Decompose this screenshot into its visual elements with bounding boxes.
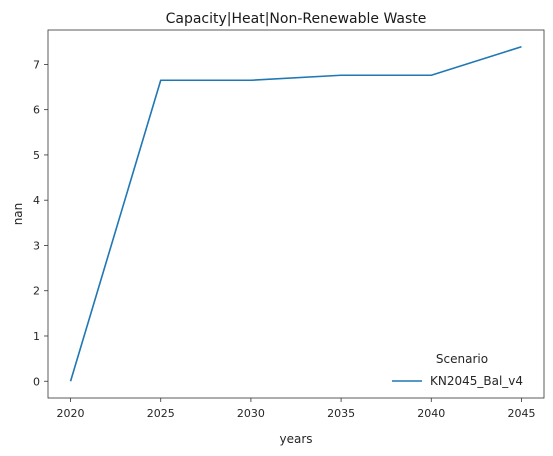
y-axis-label: nan xyxy=(11,203,25,226)
y-tick-label: 6 xyxy=(33,104,40,117)
x-axis-ticks: 2020 2025 2030 2035 2040 2045 xyxy=(57,398,535,420)
y-tick-label: 2 xyxy=(33,285,40,298)
y-axis-ticks: 0 1 2 3 4 5 6 7 xyxy=(33,58,48,388)
x-axis-label: years xyxy=(279,432,312,446)
x-tick-label: 2045 xyxy=(507,407,535,420)
y-tick-label: 3 xyxy=(33,239,40,252)
legend-series-label: KN2045_Bal_v4 xyxy=(430,374,523,388)
plot-frame xyxy=(47,29,545,399)
x-tick-label: 2020 xyxy=(57,407,85,420)
x-tick-label: 2030 xyxy=(237,407,265,420)
y-tick-label: 0 xyxy=(33,375,40,388)
x-tick-label: 2025 xyxy=(147,407,175,420)
plot-area: 2020 2025 2030 2035 2040 2045 0 1 2 3 4 5 6 7 xyxy=(33,29,545,420)
y-tick-label: 7 xyxy=(33,58,40,71)
chart-title: Capacity|Heat|Non-Renewable Waste xyxy=(166,11,427,27)
x-tick-label: 2040 xyxy=(417,407,445,420)
series-line xyxy=(69,45,522,382)
y-tick-label: 1 xyxy=(33,330,40,343)
y-tick-label: 5 xyxy=(33,149,40,162)
legend-title: Scenario xyxy=(436,352,488,366)
legend: Scenario KN2045_Bal_v4 xyxy=(392,352,523,388)
x-tick-label: 2035 xyxy=(327,407,355,420)
series-layer xyxy=(69,45,522,382)
y-tick-label: 4 xyxy=(33,194,40,207)
